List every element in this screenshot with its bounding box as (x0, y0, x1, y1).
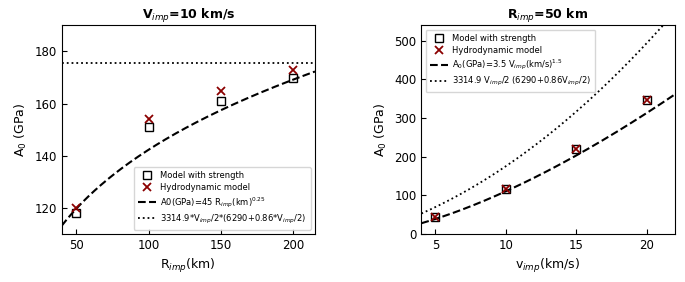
X-axis label: R$_{imp}$(km): R$_{imp}$(km) (160, 257, 216, 276)
X-axis label: v$_{imp}$(km/s): v$_{imp}$(km/s) (515, 257, 581, 276)
Title: V$_{imp}$=10 km/s: V$_{imp}$=10 km/s (142, 7, 235, 25)
Y-axis label: A$_0$ (GPa): A$_0$ (GPa) (373, 103, 388, 157)
Title: R$_{imp}$=50 km: R$_{imp}$=50 km (508, 7, 588, 25)
Y-axis label: A$_0$ (GPa): A$_0$ (GPa) (13, 103, 29, 157)
Legend: Model with strength, Hydrodynamic model, A0(GPa)=45 R$_{imp}$(km)$^{0.25}$, 3314: Model with strength, Hydrodynamic model,… (134, 167, 311, 230)
Legend: Model with strength, Hydrodynamic model, A$_0$(GPa)=3.5 V$_{imp}$(km/s)$^{1.5}$,: Model with strength, Hydrodynamic model,… (425, 30, 595, 92)
